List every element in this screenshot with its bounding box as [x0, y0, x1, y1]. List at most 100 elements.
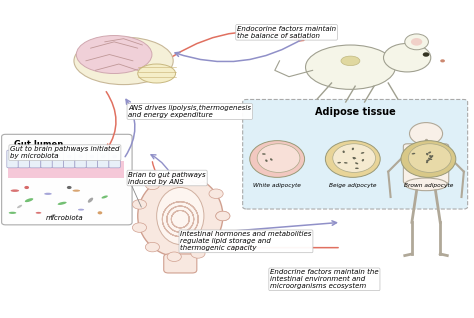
Ellipse shape [33, 155, 37, 158]
Circle shape [167, 170, 182, 180]
Text: Gut lumen: Gut lumen [14, 140, 63, 149]
Ellipse shape [405, 178, 447, 191]
Ellipse shape [362, 159, 364, 162]
Text: White adipocyte: White adipocyte [253, 183, 301, 188]
FancyBboxPatch shape [86, 150, 98, 168]
Text: Endocrine factors maintain the
intestinal environment and
microorganisms ecosyst: Endocrine factors maintain the intestina… [270, 269, 379, 289]
Ellipse shape [411, 153, 415, 155]
Ellipse shape [58, 202, 67, 205]
FancyBboxPatch shape [29, 150, 41, 168]
Ellipse shape [361, 152, 365, 154]
Circle shape [216, 211, 230, 221]
Ellipse shape [10, 155, 15, 158]
Circle shape [401, 141, 456, 177]
Ellipse shape [355, 168, 359, 169]
Ellipse shape [383, 44, 431, 72]
Circle shape [410, 123, 443, 145]
Ellipse shape [88, 197, 93, 203]
Ellipse shape [428, 151, 431, 154]
Ellipse shape [73, 190, 80, 192]
Ellipse shape [270, 158, 273, 161]
Circle shape [24, 186, 29, 189]
Ellipse shape [90, 155, 94, 158]
Circle shape [257, 144, 300, 172]
Ellipse shape [353, 157, 356, 159]
Ellipse shape [36, 212, 41, 214]
Ellipse shape [156, 188, 204, 245]
Text: Gut to brain pathways initiated
by microbiota: Gut to brain pathways initiated by micro… [10, 146, 119, 159]
Ellipse shape [101, 155, 106, 158]
Circle shape [67, 186, 72, 189]
FancyBboxPatch shape [1, 134, 132, 225]
Circle shape [98, 211, 102, 214]
Ellipse shape [55, 155, 60, 158]
Ellipse shape [343, 150, 345, 153]
Ellipse shape [429, 158, 432, 160]
Circle shape [250, 141, 305, 177]
Ellipse shape [78, 155, 83, 158]
Ellipse shape [74, 37, 173, 85]
Circle shape [216, 211, 230, 221]
Circle shape [146, 180, 160, 190]
Ellipse shape [426, 159, 430, 161]
Ellipse shape [265, 159, 268, 162]
Ellipse shape [9, 212, 16, 214]
Ellipse shape [21, 155, 26, 158]
Circle shape [423, 52, 429, 57]
Circle shape [333, 144, 375, 172]
Ellipse shape [353, 157, 355, 159]
Text: Intestinal hormones and metabolities
regulate lipid storage and
thermogenic capa: Intestinal hormones and metabolities reg… [180, 231, 312, 252]
Circle shape [209, 189, 223, 198]
Ellipse shape [138, 175, 223, 257]
Ellipse shape [44, 193, 52, 195]
FancyBboxPatch shape [75, 150, 86, 168]
FancyBboxPatch shape [52, 150, 64, 168]
FancyBboxPatch shape [98, 150, 109, 168]
Ellipse shape [429, 156, 432, 158]
Ellipse shape [426, 153, 428, 156]
Circle shape [191, 249, 205, 258]
Ellipse shape [101, 196, 108, 198]
Circle shape [409, 144, 451, 172]
Text: microbiota: microbiota [46, 215, 83, 221]
FancyBboxPatch shape [243, 100, 468, 209]
Ellipse shape [262, 153, 266, 155]
Ellipse shape [10, 190, 19, 192]
FancyBboxPatch shape [41, 150, 52, 168]
Text: Brian to gut pathways
induced by ANS: Brian to gut pathways induced by ANS [128, 171, 206, 184]
Text: Beige adipocyte: Beige adipocyte [329, 183, 376, 188]
Ellipse shape [138, 64, 175, 83]
Circle shape [411, 38, 422, 46]
Text: Brown adipocyte: Brown adipocyte [404, 183, 453, 188]
FancyBboxPatch shape [164, 254, 197, 273]
Ellipse shape [306, 45, 395, 89]
Ellipse shape [76, 36, 152, 73]
Circle shape [209, 233, 223, 243]
Ellipse shape [428, 158, 431, 160]
Circle shape [405, 34, 428, 50]
Circle shape [167, 252, 182, 261]
Text: Endocorine factors maintain
the balance of satiation: Endocorine factors maintain the balance … [237, 26, 336, 39]
FancyBboxPatch shape [403, 144, 449, 184]
Ellipse shape [67, 155, 72, 158]
Ellipse shape [44, 155, 49, 158]
Text: ANS drives lipolysis,thermogenesis
and energy expenditure: ANS drives lipolysis,thermogenesis and e… [128, 105, 251, 118]
FancyBboxPatch shape [109, 150, 120, 168]
Ellipse shape [78, 209, 84, 211]
Ellipse shape [112, 155, 117, 158]
Ellipse shape [25, 198, 33, 202]
Circle shape [325, 141, 380, 177]
Circle shape [132, 223, 146, 232]
Ellipse shape [355, 162, 358, 164]
FancyBboxPatch shape [8, 161, 124, 178]
Ellipse shape [344, 162, 347, 164]
Ellipse shape [352, 148, 354, 150]
FancyBboxPatch shape [64, 150, 75, 168]
Ellipse shape [337, 162, 341, 163]
Ellipse shape [426, 161, 428, 163]
Circle shape [191, 174, 205, 183]
FancyBboxPatch shape [7, 150, 18, 168]
Ellipse shape [429, 155, 432, 157]
Circle shape [440, 59, 445, 62]
Circle shape [146, 242, 160, 252]
